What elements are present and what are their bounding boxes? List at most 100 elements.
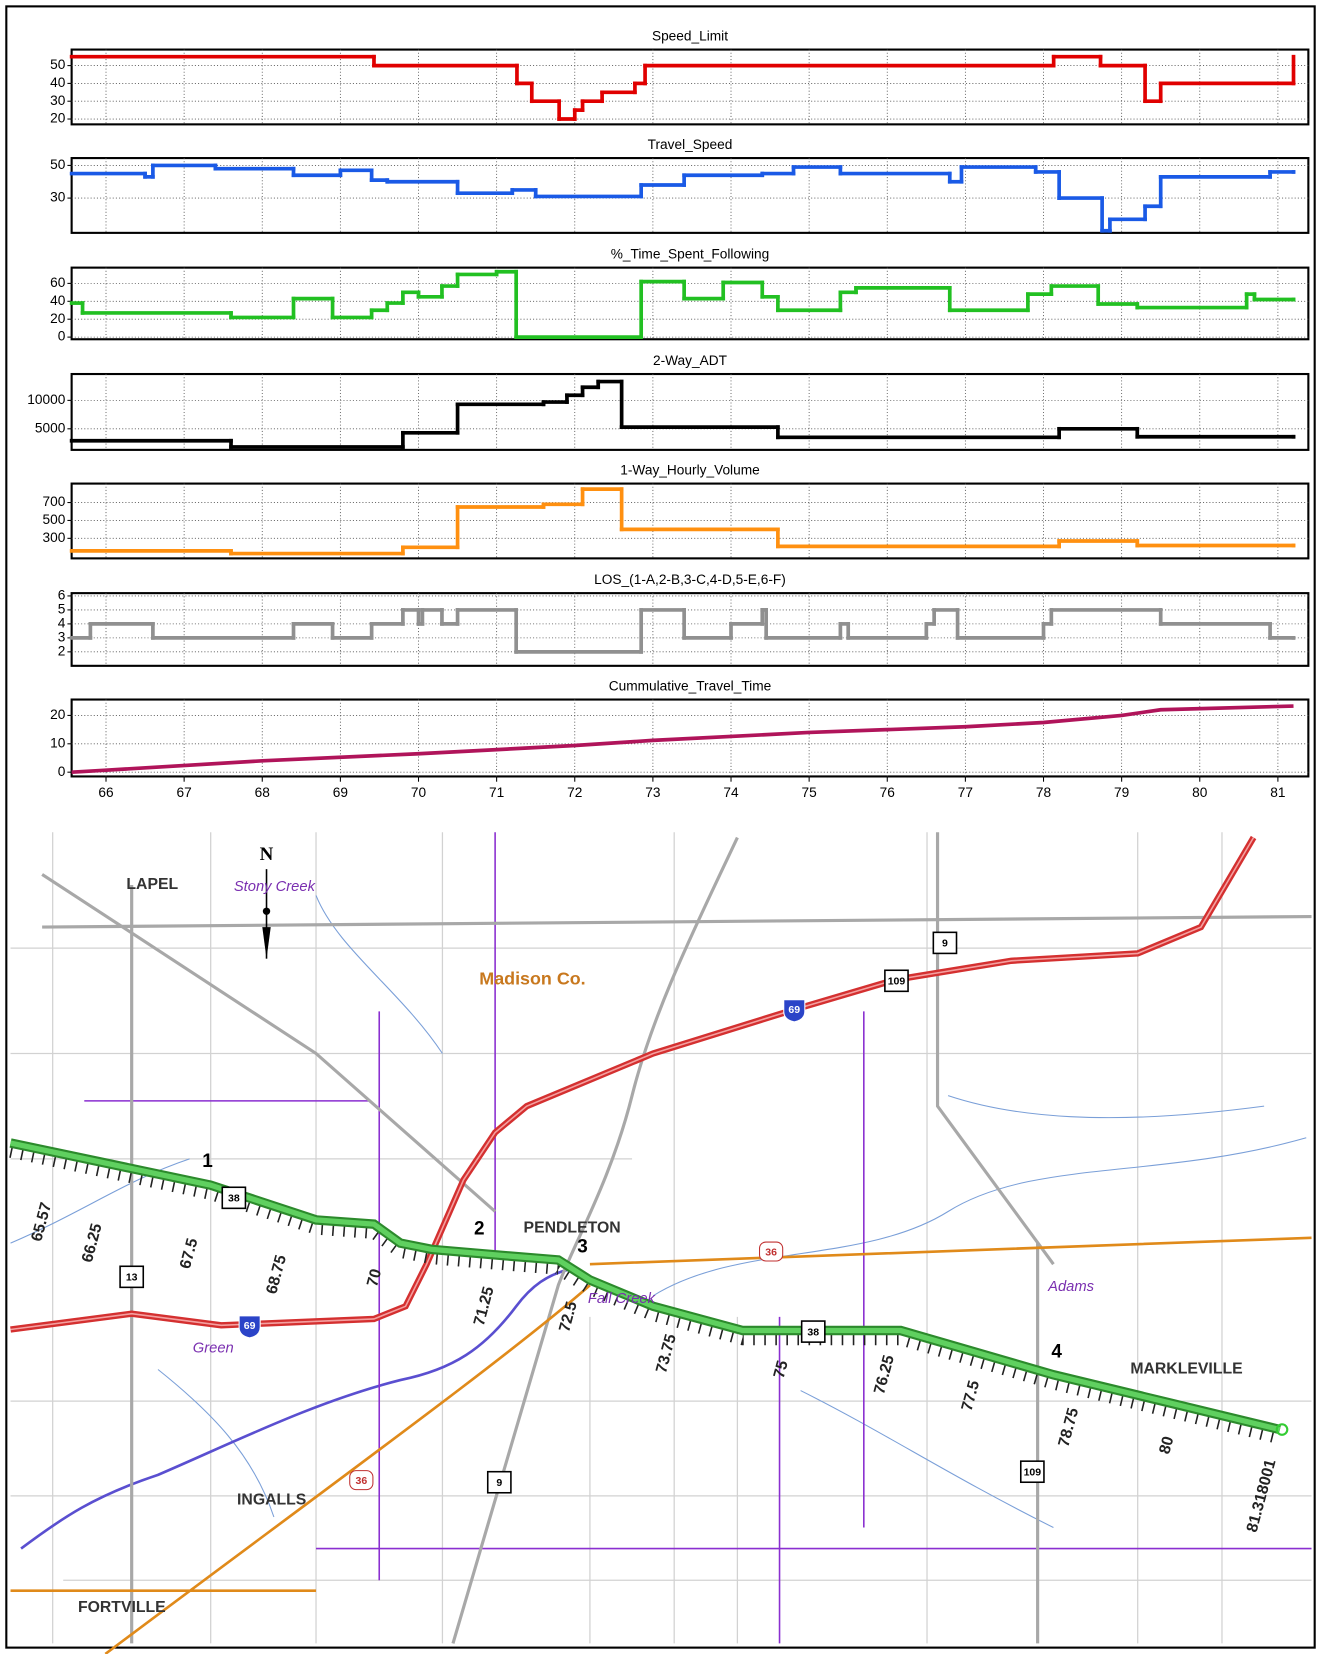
y-tick-label: 20 [50,111,66,126]
shield-shape [221,1186,247,1210]
county-label: Madison Co. [479,968,585,988]
interstate-69-center [10,837,1255,1331]
shield-shape [800,1320,826,1343]
highway [42,914,1312,929]
plot-frame [70,266,1310,341]
y-tick-label: 20 [50,707,66,722]
north-dot [262,907,271,915]
y-tick-label: 20 [50,311,66,326]
y-tick-label: 10000 [27,392,65,407]
route-shield: 13 [119,1265,145,1289]
x-tick-label: 76 [880,785,896,800]
route-shield: 38 [800,1320,826,1343]
y-tick-label: 40 [50,293,66,308]
segment-number: 3 [577,1236,588,1257]
y-tick-label: 30 [50,93,66,108]
route-shield: 36 [758,1241,784,1262]
milepost-label: 70 [364,1267,385,1289]
chart-title: Speed_Limit [652,29,728,44]
y-tick-label: 0 [58,764,66,779]
y-tick-label: 30 [50,190,66,205]
x-tick-label: 66 [98,785,114,800]
streams [10,895,1307,1529]
chart-title: LOS_(1-A,2-B,3-C,4-D,5-E,6-F) [594,572,786,587]
milepost-label: 80 [1156,1434,1177,1456]
fall-creek [20,1268,570,1550]
y-tick-label: 5000 [35,420,66,435]
chart-title: Travel_Speed [648,137,733,152]
plot-frame [70,48,1310,126]
y-tick-label: 50 [50,57,66,72]
x-tick-label: 79 [1114,785,1129,800]
route-end [1275,1423,1289,1436]
township-lines [84,832,1312,1644]
map-area [8,832,1313,1646]
chart-title: 1-Way_Hourly_Volume [620,463,759,478]
y-tick-label: 60 [50,275,66,290]
charts: Speed_Limit20304050Travel_Speed3050%_Tim… [27,29,1310,800]
y-tick-label: 4 [58,616,66,631]
place-label: MARKLEVILLE [1130,1361,1242,1378]
shield-shape [932,931,958,955]
shield-shape [758,1241,784,1262]
y-tick-label: 5 [58,602,66,617]
north-head [262,927,271,959]
y-tick-label: 6 [58,588,66,603]
water-label: Fall Creek [588,1291,656,1307]
shield-shape [238,1315,261,1339]
place-label: INGALLS [237,1491,306,1508]
shield-number: 69 [244,1320,256,1332]
place-label: PENDLETON [524,1220,621,1237]
y-tick-label: 3 [58,629,66,644]
us-36 [10,1236,1312,1654]
shield-shape [349,1470,374,1491]
shield-number: 36 [765,1246,777,1258]
chart-title: Cummulative_Travel_Time [609,679,772,694]
highways [41,832,1055,1644]
shield-shape [783,999,806,1023]
north-label: N [260,844,274,865]
shield-shape [1019,1460,1045,1484]
x-tick-label: 72 [567,785,582,800]
route-shield: 109 [884,969,909,993]
place-label: FORTVILLE [78,1599,166,1616]
water-label: Stony Creek [234,879,316,895]
shield-shape [486,1470,512,1494]
plot-frame [70,372,1310,451]
x-tick-label: 70 [411,785,427,800]
milepost-label: 75 [771,1359,792,1381]
frame [5,5,1316,1649]
x-tick-label: 74 [723,785,739,800]
plot-frame [70,592,1310,667]
study-route-fill [9,1140,1281,1433]
shield-number: 109 [888,976,906,988]
route-shield: 38 [221,1186,247,1210]
water-label: Green [193,1340,234,1356]
shield-number: 69 [788,1004,800,1016]
map: N LAPEL Stony Creek Madison Co. PENDLETO… [8,832,1313,1654]
y-tick-label: 50 [50,157,66,172]
y-tick-label: 300 [42,530,65,545]
x-tick-label: 73 [645,785,661,800]
plot-frame [70,482,1310,560]
y-tick-label: 10 [50,735,66,750]
y-tick-label: 40 [50,75,66,90]
route-shield: 36 [349,1470,374,1491]
shield-number: 9 [496,1477,502,1489]
route-shield: 69 [238,1315,261,1339]
x-tick-label: 68 [255,785,271,800]
segment-number: 2 [474,1218,485,1239]
x-tick-label: 78 [1036,785,1052,800]
shield-number: 109 [1024,1467,1042,1479]
x-tick-label: 67 [177,785,192,800]
chart-title: %_Time_Spent_Following [611,247,770,262]
north-arrow: N [260,844,274,959]
shield-shape [884,969,909,993]
route-shield: 9 [486,1470,512,1494]
x-tick-label: 71 [489,785,504,800]
shield-number: 9 [942,938,948,950]
route-shield: 69 [783,999,806,1023]
y-tick-label: 0 [58,329,66,344]
route-shield: 9 [932,931,958,955]
